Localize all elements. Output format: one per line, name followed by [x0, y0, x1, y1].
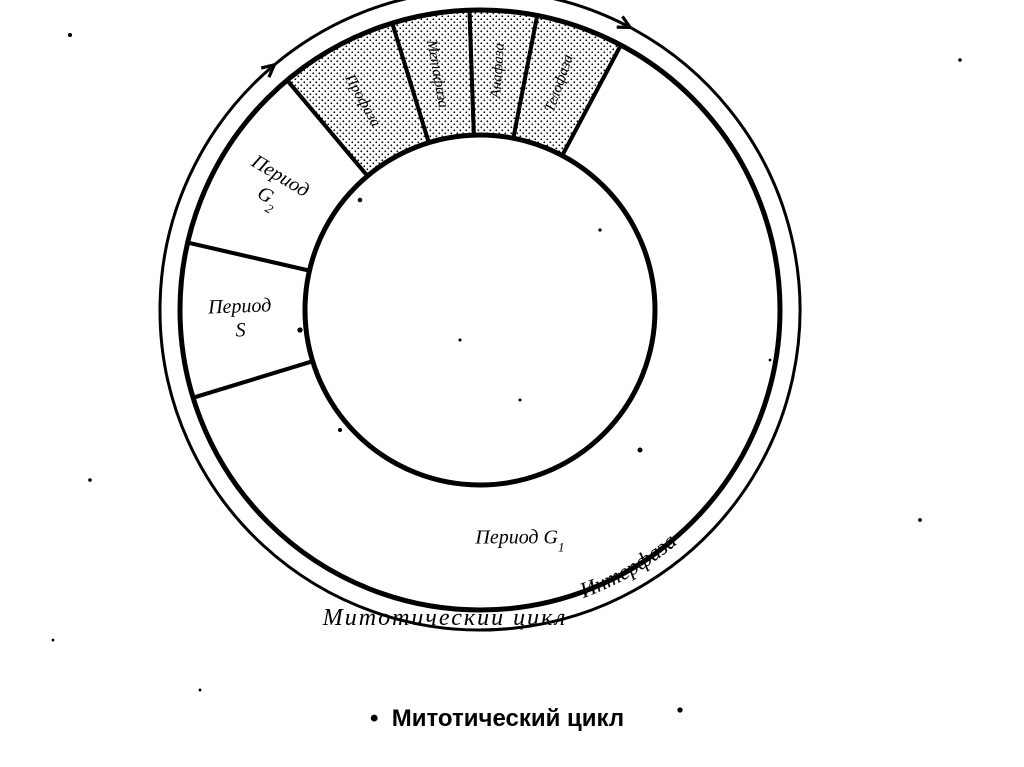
noise-dot: [68, 33, 72, 37]
noise-dot: [958, 58, 962, 62]
bullet-dot: •: [370, 705, 392, 732]
noise-dot: [199, 689, 202, 692]
noise-dot: [458, 338, 461, 341]
caption-bullet: • Митотический цикл: [370, 705, 624, 733]
inner-ring: [305, 135, 655, 485]
noise-dot: [297, 327, 302, 332]
noise-dot: [88, 478, 92, 482]
noise-dot: [598, 228, 601, 231]
noise-dot: [338, 428, 342, 432]
noise-dot: [358, 198, 362, 202]
diagram-title: Митотический цикл: [322, 605, 568, 631]
noise-dot: [918, 518, 922, 522]
noise-dot: [518, 398, 521, 401]
svg-text:S: S: [235, 319, 246, 341]
caption-text: Митотический цикл: [392, 705, 624, 732]
noise-dot: [677, 707, 682, 712]
svg-text:Период: Период: [207, 294, 272, 318]
cycle-diagram: Период G1ПериодSПериодG2ПрофазаМетафазаА…: [0, 0, 1024, 767]
diagram-container: Период G1ПериодSПериодG2ПрофазаМетафазаА…: [0, 0, 1024, 767]
noise-dot: [637, 447, 642, 452]
noise-dot: [769, 359, 772, 362]
noise-dot: [52, 639, 55, 642]
